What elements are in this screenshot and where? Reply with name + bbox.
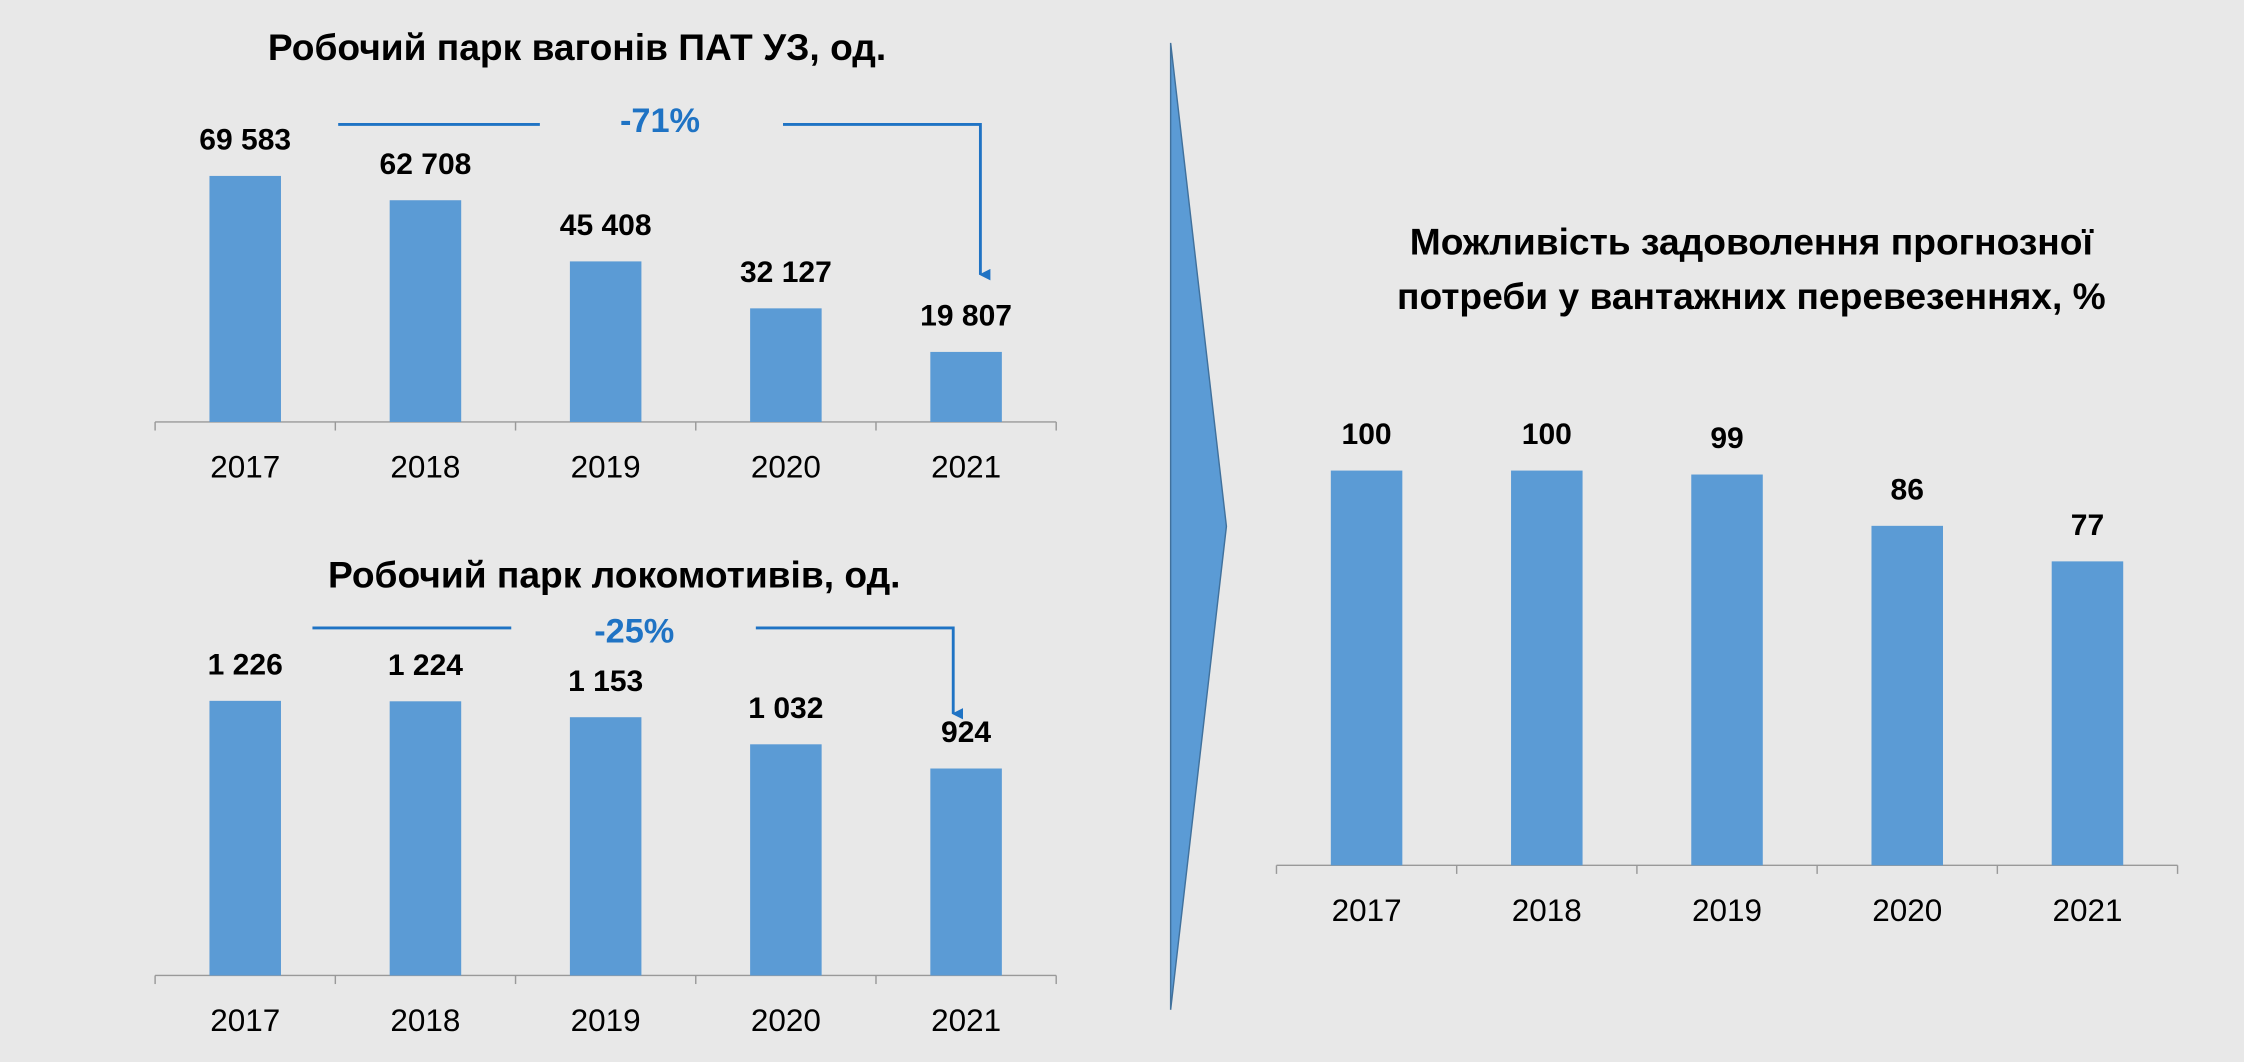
x-tick-label: 2018 (390, 1003, 460, 1038)
chart-title: потреби у вантажних перевезеннях, % (1397, 275, 2106, 317)
value-label: 62 708 (380, 148, 472, 181)
x-tick-label: 2019 (571, 449, 641, 484)
value-label: 19 807 (920, 300, 1012, 333)
chart-title: Робочий парк локомотивів, од. (328, 554, 901, 596)
bar (930, 351, 1002, 422)
bar (750, 744, 822, 976)
chart-title: Робочий парк вагонів ПАТ УЗ, од. (268, 26, 886, 68)
x-tick-label: 2017 (210, 1003, 280, 1038)
bar (569, 261, 642, 422)
bar (209, 700, 281, 976)
value-label: 1 032 (748, 692, 823, 725)
bar (209, 175, 281, 422)
value-label: 100 (1342, 418, 1392, 451)
bar (2051, 561, 2124, 866)
separator-arrow (1169, 42, 1228, 1010)
bar (750, 308, 822, 422)
annotation: -71% (620, 102, 700, 140)
bar (1330, 470, 1403, 866)
x-tick-label: 2017 (1332, 893, 1402, 928)
x-tick-label: 2021 (2052, 893, 2122, 928)
bar (389, 200, 462, 422)
bar (1871, 525, 1943, 866)
x-tick-label: 2020 (751, 449, 821, 484)
bar (569, 717, 642, 976)
bar (389, 701, 462, 976)
change-arrow (312, 626, 953, 714)
value-label: 99 (1710, 422, 1743, 455)
x-tick-label: 2020 (751, 1003, 821, 1038)
x-tick-label: 2018 (390, 449, 460, 484)
value-label: 86 (1891, 473, 1924, 506)
value-label: 45 408 (560, 209, 652, 242)
bar (1691, 474, 1763, 866)
value-label: 69 583 (199, 124, 291, 157)
x-tick-label: 2021 (931, 449, 1001, 484)
annotation: -25% (594, 613, 674, 651)
x-tick-label: 2019 (571, 1003, 641, 1038)
value-label: 924 (941, 716, 991, 749)
x-tick-label: 2017 (210, 449, 280, 484)
value-label: 1 153 (568, 665, 643, 698)
x-tick-label: 2018 (1512, 893, 1582, 928)
value-label: 32 127 (740, 256, 832, 289)
value-label: 1 226 (208, 648, 283, 681)
x-tick-label: 2020 (1872, 893, 1942, 928)
x-tick-label: 2019 (1692, 893, 1762, 928)
value-label: 77 (2071, 509, 2104, 542)
bar (1511, 470, 1583, 866)
x-tick-label: 2021 (931, 1003, 1001, 1038)
bar (930, 768, 1002, 976)
change-arrow (338, 123, 980, 274)
chart-title: Можливість задоволення прогнозної (1410, 220, 2095, 262)
value-label: 100 (1522, 418, 1572, 451)
value-label: 1 224 (388, 649, 463, 682)
